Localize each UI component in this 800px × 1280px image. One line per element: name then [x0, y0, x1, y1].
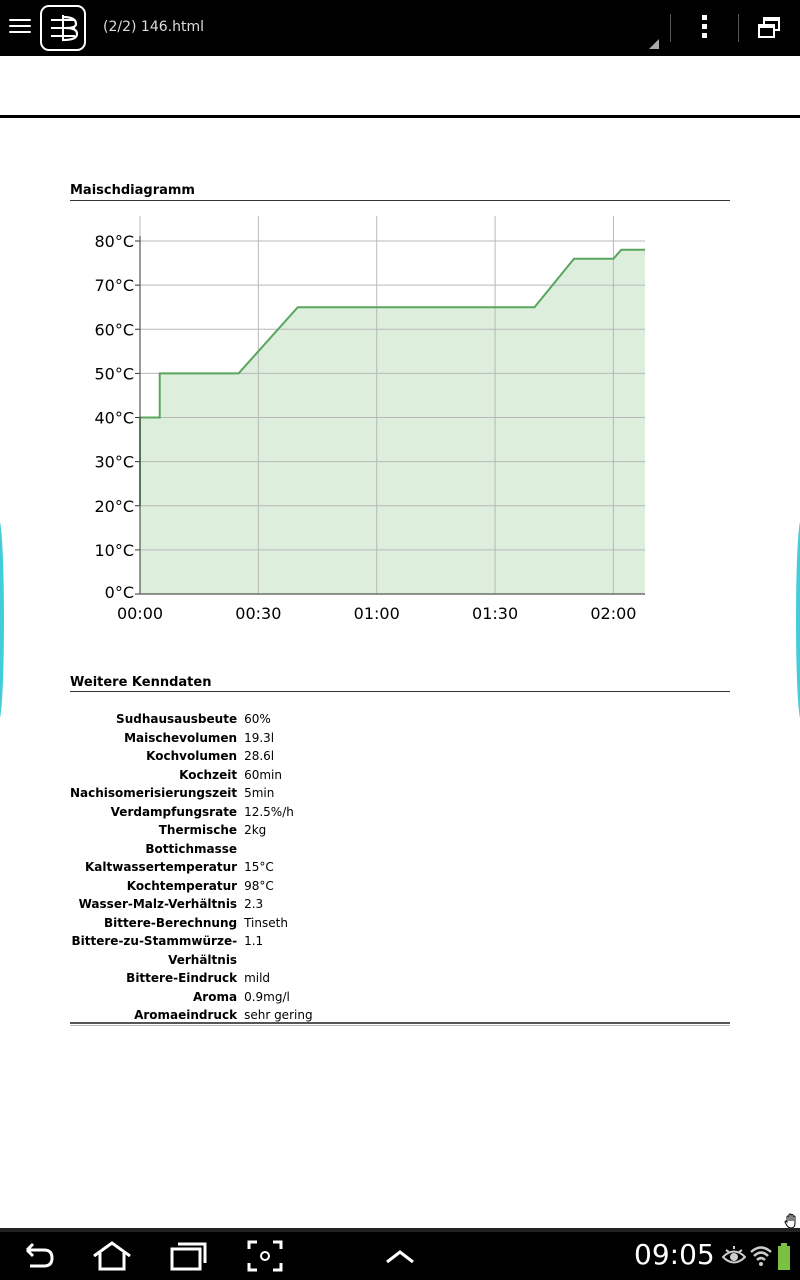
key-value-table: Sudhausausbeute 60% Maischevolumen 19.3l Koc…	[70, 710, 730, 1025]
data-row: Bittere-Berechnung Tinseth	[70, 914, 730, 933]
overflow-menu-icon[interactable]	[698, 15, 710, 41]
table-bottom-divider-shadow	[70, 1025, 730, 1026]
hand-icon	[784, 1213, 798, 1229]
section-divider	[70, 691, 730, 692]
data-row-key: Bittere-Eindruck	[126, 971, 238, 985]
data-row-key: Verdampfungsrate	[110, 804, 238, 819]
toolbar-divider	[670, 14, 671, 42]
x-tick-label: 00:00	[117, 604, 163, 623]
y-tick-label: 60°C	[94, 320, 134, 339]
system-bar: 09:05	[0, 1232, 800, 1280]
data-row-key: Kochvolumen	[146, 749, 238, 763]
data-row-value: 12.5%/h	[244, 804, 294, 819]
table-bottom-divider	[70, 1022, 730, 1024]
screenshot-icon[interactable]	[247, 1240, 283, 1272]
windows-icon[interactable]	[757, 16, 781, 40]
data-row: Kaltwassertemperatur 15°C	[70, 858, 730, 877]
data-row-value: 2.3	[244, 897, 264, 911]
home-icon[interactable]	[92, 1240, 132, 1272]
system-bar-border	[0, 1228, 800, 1232]
data-row-value: 5min	[244, 786, 275, 800]
up-chevron-icon[interactable]	[384, 1240, 416, 1272]
header-divider	[0, 115, 800, 118]
temperature-line	[139, 248, 645, 506]
x-tick-label: 02:00	[590, 604, 636, 623]
app-bar: (2/2) 146.html	[0, 0, 800, 56]
data-row-key: Maischevolumen	[124, 730, 238, 745]
x-tick-label: 01:00	[354, 604, 400, 623]
overscroll-glow-right	[796, 520, 800, 720]
mash-diagram-title: Maischdiagramm	[70, 183, 195, 198]
mash-chart-svg: 0°C 10°C 20°C 30°C 40°C 50°C 60°C 70°C 80°C 00:00…	[94, 216, 645, 623]
data-row: Kochtemperatur 98°C	[70, 877, 730, 896]
data-row-value: 19.3l	[244, 730, 275, 745]
y-tick-label: 20°C	[94, 497, 134, 516]
data-row: Maischevolumen 19.3l	[70, 729, 730, 748]
x-tick-label: 01:30	[472, 604, 518, 623]
y-tick-label: 80°C	[94, 232, 134, 251]
additional-data-title: Weitere Kenndaten	[70, 675, 212, 690]
data-row-key: Aromaeindruck	[134, 1008, 238, 1022]
y-tick-label: 70°C	[94, 276, 134, 295]
y-tick-label: 50°C	[94, 364, 134, 383]
data-row-value: 60%	[244, 712, 271, 726]
y-tick-label: 30°C	[94, 453, 134, 472]
menu-icon[interactable]	[9, 19, 31, 37]
data-row-value: mild	[244, 971, 271, 985]
x-tick-label: 00:30	[235, 604, 281, 623]
app-logo[interactable]	[40, 5, 86, 51]
data-row: Nachisomerisierungszeit 5min	[70, 784, 730, 803]
data-row-key: Sudhausausbeute	[116, 712, 238, 726]
data-row-key: Nachisomerisierungszeit	[70, 786, 238, 800]
back-icon[interactable]	[22, 1240, 56, 1272]
data-row-key: Bittere-Berechnung	[103, 915, 238, 930]
data-row-value: sehr gering	[244, 1008, 313, 1022]
data-row: Verdampfungsrate 12.5%/h	[70, 803, 730, 822]
data-row-key: Bittere-zu-Stammwürze-Verhältnis	[71, 934, 238, 967]
data-row-value: 2kg	[244, 823, 267, 837]
y-tick-label: 40°C	[94, 409, 134, 428]
data-row-key: Wasser-Malz-Verhältnis	[78, 897, 238, 911]
data-row: Thermische Bottichmasse 2kg	[70, 821, 730, 858]
data-row-key: Thermische Bottichmasse	[145, 823, 238, 856]
dropdown-corner-icon[interactable]	[649, 39, 659, 49]
data-row-key: Aroma	[193, 989, 238, 1004]
data-row-value: 28.6l	[244, 749, 275, 763]
section-divider	[70, 200, 730, 201]
y-tick-label: 10°C	[94, 541, 134, 560]
y-tick-label: 0°C	[105, 583, 134, 602]
toolbar-divider	[738, 14, 739, 42]
clock: 09:05	[634, 1238, 715, 1271]
mash-chart: 0°C 10°C 20°C 30°C 40°C 50°C 60°C 70°C 80°C 00:00…	[70, 208, 670, 638]
data-row: Wasser-Malz-Verhältnis 2.3	[70, 895, 730, 914]
data-row-value: 1.1	[244, 934, 264, 948]
data-row-value: Tinseth	[244, 915, 288, 930]
data-row-value: 60min	[244, 767, 282, 782]
data-row-key: Kochtemperatur	[126, 878, 238, 893]
data-row: Bittere-zu-Stammwürze-Verhältnis 1.1	[70, 932, 730, 969]
data-row: Sudhausausbeute 60%	[70, 710, 730, 729]
data-row-value: 15°C	[244, 860, 274, 874]
wifi-icon	[749, 1240, 773, 1272]
data-row-value: 0.9mg/l	[244, 989, 290, 1004]
recent-apps-icon[interactable]	[170, 1240, 208, 1272]
data-row-key: Kochzeit	[179, 767, 238, 782]
data-row-key: Kaltwassertemperatur	[84, 860, 238, 874]
data-row: Kochvolumen 28.6l	[70, 747, 730, 766]
data-row-value: 98°C	[244, 878, 274, 893]
data-row: Kochzeit 60min	[70, 766, 730, 785]
data-row: Aromaeindruck sehr gering	[70, 1006, 730, 1025]
overscroll-glow-left	[0, 520, 4, 720]
data-row: Aroma 0.9mg/l	[70, 988, 730, 1007]
temperature-area	[140, 249, 645, 595]
data-row: Bittere-Eindruck mild	[70, 969, 730, 988]
document-title: (2/2) 146.html	[103, 19, 204, 35]
eye-icon	[721, 1240, 747, 1272]
battery-icon	[777, 1240, 791, 1272]
